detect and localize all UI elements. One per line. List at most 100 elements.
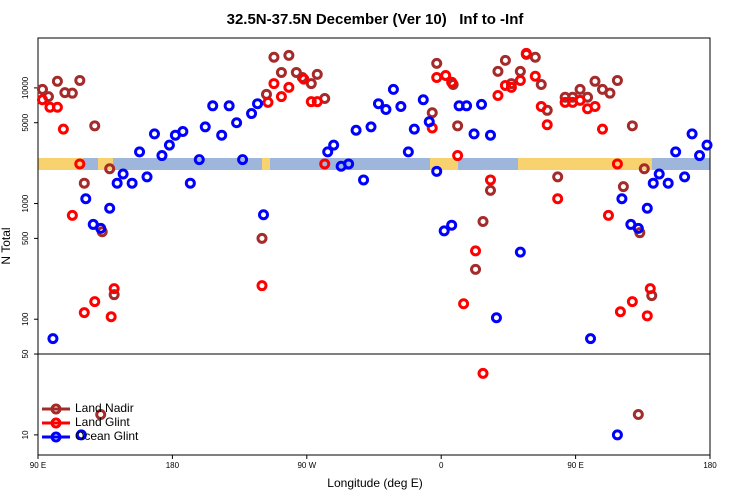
data-point bbox=[51, 75, 63, 87]
data-point bbox=[431, 57, 443, 69]
data-point bbox=[134, 146, 146, 158]
data-point bbox=[231, 117, 243, 129]
y-tick-label: 1000 bbox=[21, 194, 30, 212]
data-point bbox=[275, 66, 287, 78]
data-point bbox=[552, 193, 564, 205]
data-point bbox=[256, 280, 268, 292]
legend-marker bbox=[50, 417, 62, 429]
data-point bbox=[529, 70, 541, 82]
data-point bbox=[95, 222, 107, 234]
legend-label: Ocean Glint bbox=[75, 429, 139, 443]
ocean-strip bbox=[270, 158, 430, 170]
data-point bbox=[380, 104, 392, 116]
data-point bbox=[104, 202, 116, 214]
data-point bbox=[644, 283, 656, 295]
y-tick-label: 500 bbox=[21, 231, 30, 245]
data-point bbox=[686, 128, 698, 140]
data-point bbox=[257, 209, 269, 221]
data-point bbox=[141, 171, 153, 183]
x-tick-label: 0 bbox=[439, 461, 444, 470]
data-point bbox=[484, 129, 496, 141]
data-point bbox=[470, 245, 482, 257]
data-point bbox=[275, 91, 287, 103]
plot-frame bbox=[37, 37, 711, 456]
data-point bbox=[662, 177, 674, 189]
data-point bbox=[74, 74, 86, 86]
data-point bbox=[470, 263, 482, 275]
ocean-strip bbox=[458, 158, 518, 170]
data-point bbox=[492, 65, 504, 77]
data-point bbox=[632, 409, 644, 421]
data-point bbox=[585, 333, 597, 345]
land-ocean-band bbox=[38, 158, 710, 170]
data-point bbox=[653, 168, 665, 180]
data-point bbox=[89, 296, 101, 308]
x-tick-label: 90 W bbox=[297, 461, 316, 470]
data-point bbox=[193, 154, 205, 166]
data-point bbox=[440, 69, 452, 81]
data-point bbox=[484, 184, 496, 196]
data-point bbox=[641, 202, 653, 214]
data-point bbox=[458, 298, 470, 310]
data-point bbox=[387, 83, 399, 95]
legend-marker bbox=[50, 403, 62, 415]
data-point bbox=[148, 128, 160, 140]
data-point bbox=[614, 306, 626, 318]
data-point bbox=[641, 310, 653, 322]
data-point bbox=[216, 129, 228, 141]
data-point bbox=[223, 100, 235, 112]
data-point bbox=[268, 78, 280, 90]
y-tick-label: 50 bbox=[21, 349, 30, 358]
legend-label: Land Glint bbox=[75, 415, 130, 429]
data-point bbox=[574, 94, 586, 106]
data-point bbox=[319, 158, 331, 170]
x-tick-label: 90 E bbox=[30, 461, 46, 470]
data-point bbox=[163, 139, 175, 151]
data-point bbox=[126, 177, 138, 189]
data-point bbox=[632, 222, 644, 234]
data-point bbox=[365, 121, 377, 133]
data-point bbox=[514, 74, 526, 86]
data-point bbox=[75, 429, 87, 441]
data-point bbox=[268, 51, 280, 63]
data-point bbox=[670, 146, 682, 158]
data-point bbox=[626, 296, 638, 308]
legend-item: Land Glint bbox=[42, 415, 130, 429]
data-point bbox=[246, 108, 258, 120]
x-tick-label: 180 bbox=[166, 461, 180, 470]
data-point bbox=[104, 163, 116, 175]
data-point bbox=[95, 409, 107, 421]
data-point bbox=[426, 107, 438, 119]
data-point bbox=[305, 96, 317, 108]
legend-item: Ocean Glint bbox=[42, 429, 139, 443]
data-point bbox=[322, 146, 334, 158]
data-point bbox=[207, 100, 219, 112]
data-point bbox=[372, 98, 384, 110]
data-point bbox=[438, 225, 450, 237]
data-point bbox=[350, 124, 362, 136]
data-point bbox=[402, 146, 414, 158]
ocean-strip bbox=[652, 158, 710, 170]
data-point bbox=[36, 83, 48, 95]
data-point bbox=[262, 96, 274, 108]
y-tick-label: 100 bbox=[21, 312, 30, 326]
data-point bbox=[237, 154, 249, 166]
data-point bbox=[417, 94, 429, 106]
data-point bbox=[694, 150, 706, 162]
data-point bbox=[616, 193, 628, 205]
data-point bbox=[66, 87, 78, 99]
data-point bbox=[408, 123, 420, 135]
y-tick-label: 10000 bbox=[21, 76, 30, 99]
data-point bbox=[611, 429, 623, 441]
data-point bbox=[74, 158, 86, 170]
chart-title: 32.5N-37.5N December (Ver 10) Inf to -In… bbox=[227, 11, 525, 28]
y-tick-label: 10 bbox=[21, 430, 30, 439]
data-point bbox=[647, 177, 659, 189]
data-point bbox=[602, 209, 614, 221]
legend-item: Land Nadir bbox=[42, 401, 134, 415]
data-point bbox=[47, 333, 59, 345]
data-point bbox=[78, 307, 90, 319]
data-point bbox=[283, 49, 295, 61]
data-point bbox=[328, 139, 340, 151]
